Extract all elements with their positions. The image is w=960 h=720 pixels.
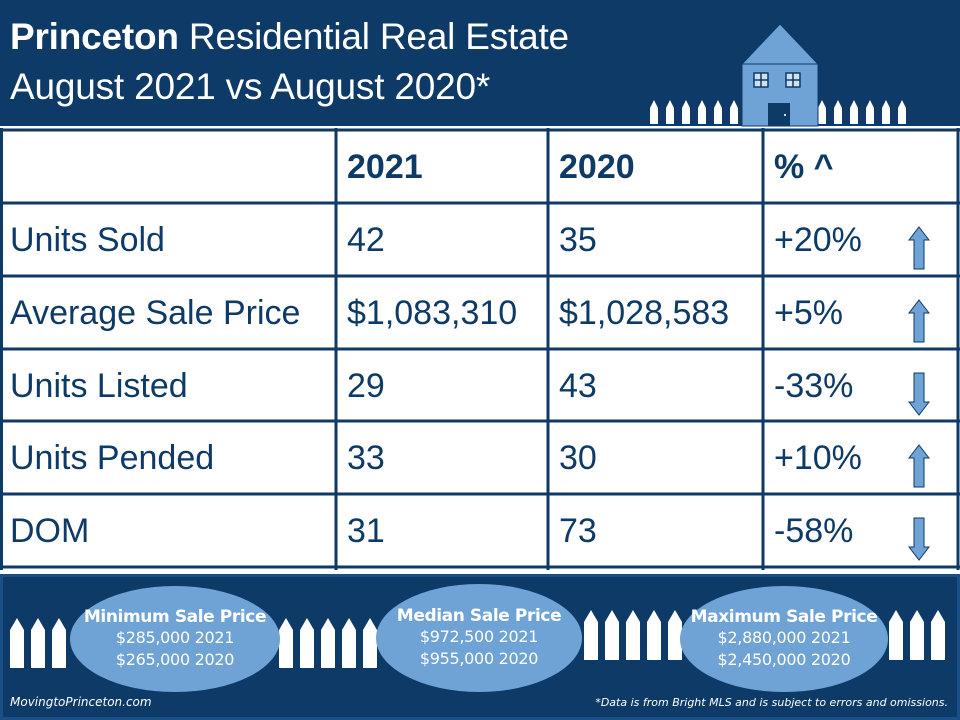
value-2021: 29 xyxy=(347,366,385,405)
row-label: Units Listed xyxy=(10,366,188,405)
badge-value-2021: $285,000 2021 xyxy=(115,628,235,647)
house-icon xyxy=(740,23,820,127)
maximum-sale-price-badge: Maximum Sale Price $2,880,000 2021 $2,45… xyxy=(680,586,888,692)
value-2021: 42 xyxy=(347,220,385,259)
percent-change: -33% xyxy=(774,366,854,405)
value-2020: 43 xyxy=(559,366,597,405)
percent-change: +10% xyxy=(774,438,862,477)
badge-value-2021: $2,880,000 2021 xyxy=(717,628,851,647)
badge-value-2020: $2,450,000 2020 xyxy=(717,650,851,669)
badge-value-2020: $955,000 2020 xyxy=(419,649,539,668)
column-header: % ^ xyxy=(774,147,834,186)
header-banner: Princeton Residential Real Estate August… xyxy=(0,0,960,127)
picket-fence-icon xyxy=(889,610,945,660)
right-fence-icon xyxy=(818,100,906,124)
page-subtitle: August 2021 vs August 2020* xyxy=(10,66,491,107)
arrow-down-icon xyxy=(908,517,930,561)
stats-table: 2021 2020 % ^ Units Sold 42 35 +20% Average Sal… xyxy=(0,128,960,570)
left-fence-icon xyxy=(650,100,738,124)
arrow-up-icon xyxy=(908,226,930,270)
median-sale-price-badge: Median Sale Price $972,500 2021 $955,000… xyxy=(376,584,582,692)
arrow-up-icon xyxy=(908,444,930,488)
value-2021: 31 xyxy=(347,511,385,550)
percent-change: +5% xyxy=(774,293,843,332)
badge-value-2021: $972,500 2021 xyxy=(419,627,539,646)
data-disclaimer: *Data is from Bright MLS and is subject … xyxy=(595,696,948,709)
header-cell-empty xyxy=(0,131,336,203)
value-2020: 35 xyxy=(559,220,597,259)
page-title: Princeton Residential Real Estate xyxy=(10,16,569,58)
badge-title: Minimum Sale Price xyxy=(83,607,267,627)
website-link[interactable]: MovingtoPrinceton.com xyxy=(10,695,152,709)
house-with-picket-fence-icon xyxy=(650,23,906,127)
picket-fence-icon xyxy=(279,618,377,668)
percent-change: -58% xyxy=(774,511,854,550)
badge-title: Median Sale Price xyxy=(396,606,562,626)
value-2020: $1,028,583 xyxy=(559,293,730,332)
picket-fence-icon xyxy=(10,618,66,668)
row-label: Units Pended xyxy=(10,438,215,477)
column-header: 2020 xyxy=(559,147,635,186)
row-label: DOM xyxy=(10,511,90,550)
value-2021: 33 xyxy=(347,438,385,477)
percent-change: +20% xyxy=(774,220,862,259)
arrow-down-icon xyxy=(908,372,930,416)
value-2020: 30 xyxy=(559,438,597,477)
picket-fence-icon xyxy=(584,610,682,660)
row-label: Units Sold xyxy=(10,220,165,259)
column-header: 2021 xyxy=(347,147,423,186)
minimum-sale-price-badge: Minimum Sale Price $285,000 2021 $265,00… xyxy=(70,586,280,692)
title-city: Princeton xyxy=(10,16,179,57)
row-label: Average Sale Price xyxy=(10,293,301,332)
title-text: Residential Real Estate xyxy=(178,16,569,57)
value-2021: $1,083,310 xyxy=(347,293,518,332)
table-grid xyxy=(0,128,960,570)
value-2020: 73 xyxy=(559,511,597,550)
badge-title: Maximum Sale Price xyxy=(690,607,878,627)
badge-value-2020: $265,000 2020 xyxy=(115,650,235,669)
arrow-up-icon xyxy=(908,299,930,343)
